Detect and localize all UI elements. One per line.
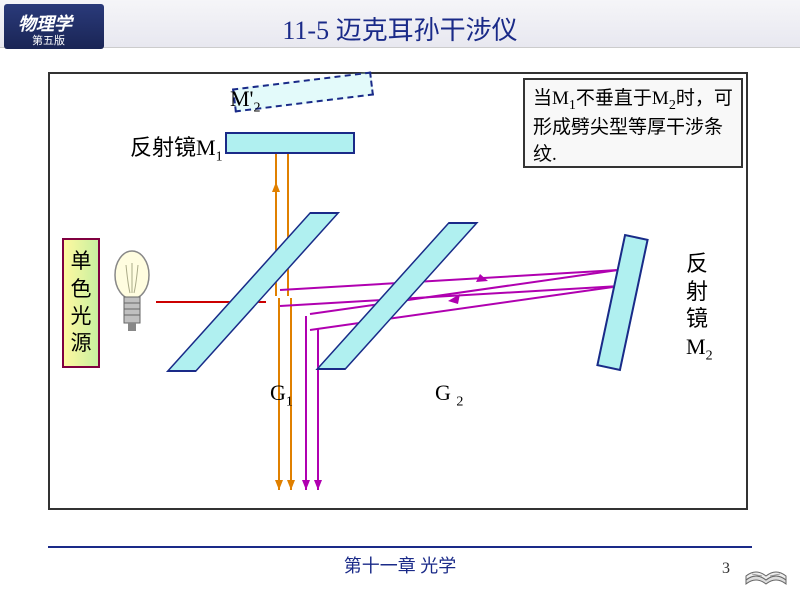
note-callout: 当M1不垂直于M2时，可形成劈尖型等厚干涉条纹. — [523, 78, 743, 168]
label-reflector-m1: 反射镜M1 — [130, 130, 223, 165]
label-m2prime: M'2 — [230, 86, 261, 116]
header-bar: 物理学 第五版 11-5 迈克耳孙干涉仪 — [0, 0, 800, 48]
mirror-m1 — [225, 132, 355, 154]
label-g1: G1 — [270, 380, 293, 410]
label-reflector-m2: 反射镜M2 — [686, 250, 712, 364]
footer-chapter: 第十一章 光学 — [0, 552, 800, 578]
book-icon — [742, 550, 790, 590]
page-number: 3 — [722, 560, 730, 578]
bulb-icon — [112, 245, 152, 355]
footer-divider — [48, 546, 752, 548]
chapter-title: 11-5 迈克耳孙干涉仪 — [0, 10, 800, 47]
label-g2: G 2 — [435, 380, 463, 410]
light-source-box: 单色光源 — [62, 238, 100, 368]
